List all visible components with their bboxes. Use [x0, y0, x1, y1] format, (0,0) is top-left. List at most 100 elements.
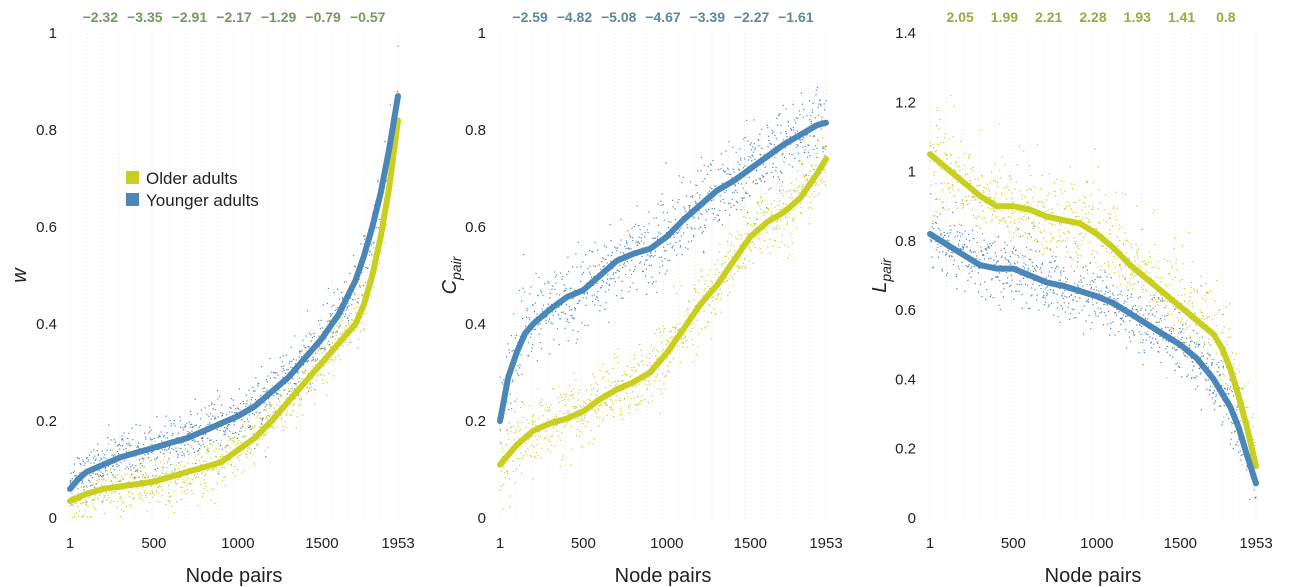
data-point	[166, 432, 168, 434]
data-point	[946, 253, 948, 255]
data-point	[536, 360, 539, 362]
data-point	[802, 146, 804, 148]
data-point	[499, 429, 502, 431]
data-point	[156, 500, 158, 502]
data-point	[628, 412, 630, 415]
data-point	[665, 343, 667, 345]
data-point	[970, 276, 972, 278]
data-point	[281, 419, 283, 421]
data-point	[283, 389, 285, 391]
data-point	[627, 396, 629, 398]
data-point	[1025, 302, 1027, 304]
data-point	[993, 210, 995, 212]
data-point	[763, 154, 765, 156]
data-point	[815, 89, 817, 92]
data-point	[234, 412, 236, 414]
data-point	[575, 253, 577, 255]
data-point	[1064, 207, 1066, 210]
data-point	[639, 261, 642, 263]
data-point	[1141, 291, 1143, 293]
data-point	[1037, 205, 1039, 207]
data-point	[151, 490, 153, 492]
data-point	[385, 224, 388, 226]
data-point	[524, 451, 527, 453]
data-point	[1048, 271, 1051, 273]
data-point	[768, 188, 770, 191]
data-point	[1080, 244, 1082, 246]
data-point	[169, 452, 172, 454]
data-point	[674, 208, 676, 210]
data-point	[201, 438, 203, 440]
data-point	[760, 180, 762, 182]
data-point	[966, 203, 969, 206]
data-point	[1211, 319, 1214, 321]
data-point	[1033, 227, 1035, 229]
data-point	[809, 195, 811, 198]
data-point	[578, 389, 580, 391]
data-point	[1200, 311, 1202, 314]
data-point	[790, 182, 792, 184]
data-point	[535, 316, 537, 318]
data-point	[1205, 283, 1207, 285]
data-point	[1021, 255, 1024, 257]
data-point	[714, 217, 716, 219]
data-point	[554, 444, 556, 447]
data-point	[809, 154, 811, 157]
data-point	[163, 449, 166, 451]
data-point	[1019, 211, 1021, 213]
data-point	[178, 477, 180, 479]
data-point	[82, 516, 84, 518]
data-point	[1011, 251, 1014, 253]
data-point	[994, 252, 996, 254]
data-point	[785, 191, 787, 193]
data-point	[263, 391, 265, 393]
data-point	[973, 266, 975, 268]
data-point	[714, 185, 716, 187]
data-point	[1010, 284, 1012, 287]
data-point	[1020, 252, 1022, 254]
data-point	[712, 212, 714, 215]
data-point	[109, 469, 112, 471]
data-point	[1051, 208, 1053, 210]
data-point	[566, 422, 568, 424]
data-point	[769, 252, 771, 254]
data-point	[1166, 377, 1168, 379]
data-point	[1143, 284, 1145, 286]
data-point	[517, 365, 519, 367]
data-point	[651, 394, 653, 397]
data-point	[369, 250, 371, 252]
data-point	[946, 153, 948, 156]
data-point	[519, 457, 521, 460]
data-point	[1034, 269, 1036, 271]
data-point	[292, 410, 294, 412]
data-point	[581, 446, 583, 449]
data-point	[1002, 217, 1004, 219]
data-point	[257, 383, 259, 385]
data-point	[663, 246, 665, 248]
data-point	[95, 508, 97, 510]
data-point	[745, 182, 747, 184]
data-point	[1024, 255, 1026, 257]
data-point	[770, 143, 772, 145]
data-point	[69, 482, 72, 484]
data-point	[945, 154, 948, 156]
data-point	[548, 439, 550, 441]
data-point	[634, 265, 636, 268]
data-point	[1174, 276, 1176, 279]
data-point	[738, 265, 741, 267]
data-point	[206, 444, 208, 447]
data-point	[999, 169, 1001, 172]
data-point	[330, 315, 332, 317]
data-point	[332, 331, 334, 333]
data-point	[207, 448, 209, 450]
data-point	[1010, 274, 1012, 276]
data-point	[295, 427, 297, 429]
data-point	[148, 492, 150, 494]
data-point	[86, 500, 88, 502]
data-point	[135, 470, 138, 472]
data-point	[1103, 262, 1106, 264]
data-point	[730, 173, 732, 176]
data-point	[812, 102, 814, 104]
data-point	[1097, 166, 1099, 168]
data-point	[183, 453, 185, 455]
